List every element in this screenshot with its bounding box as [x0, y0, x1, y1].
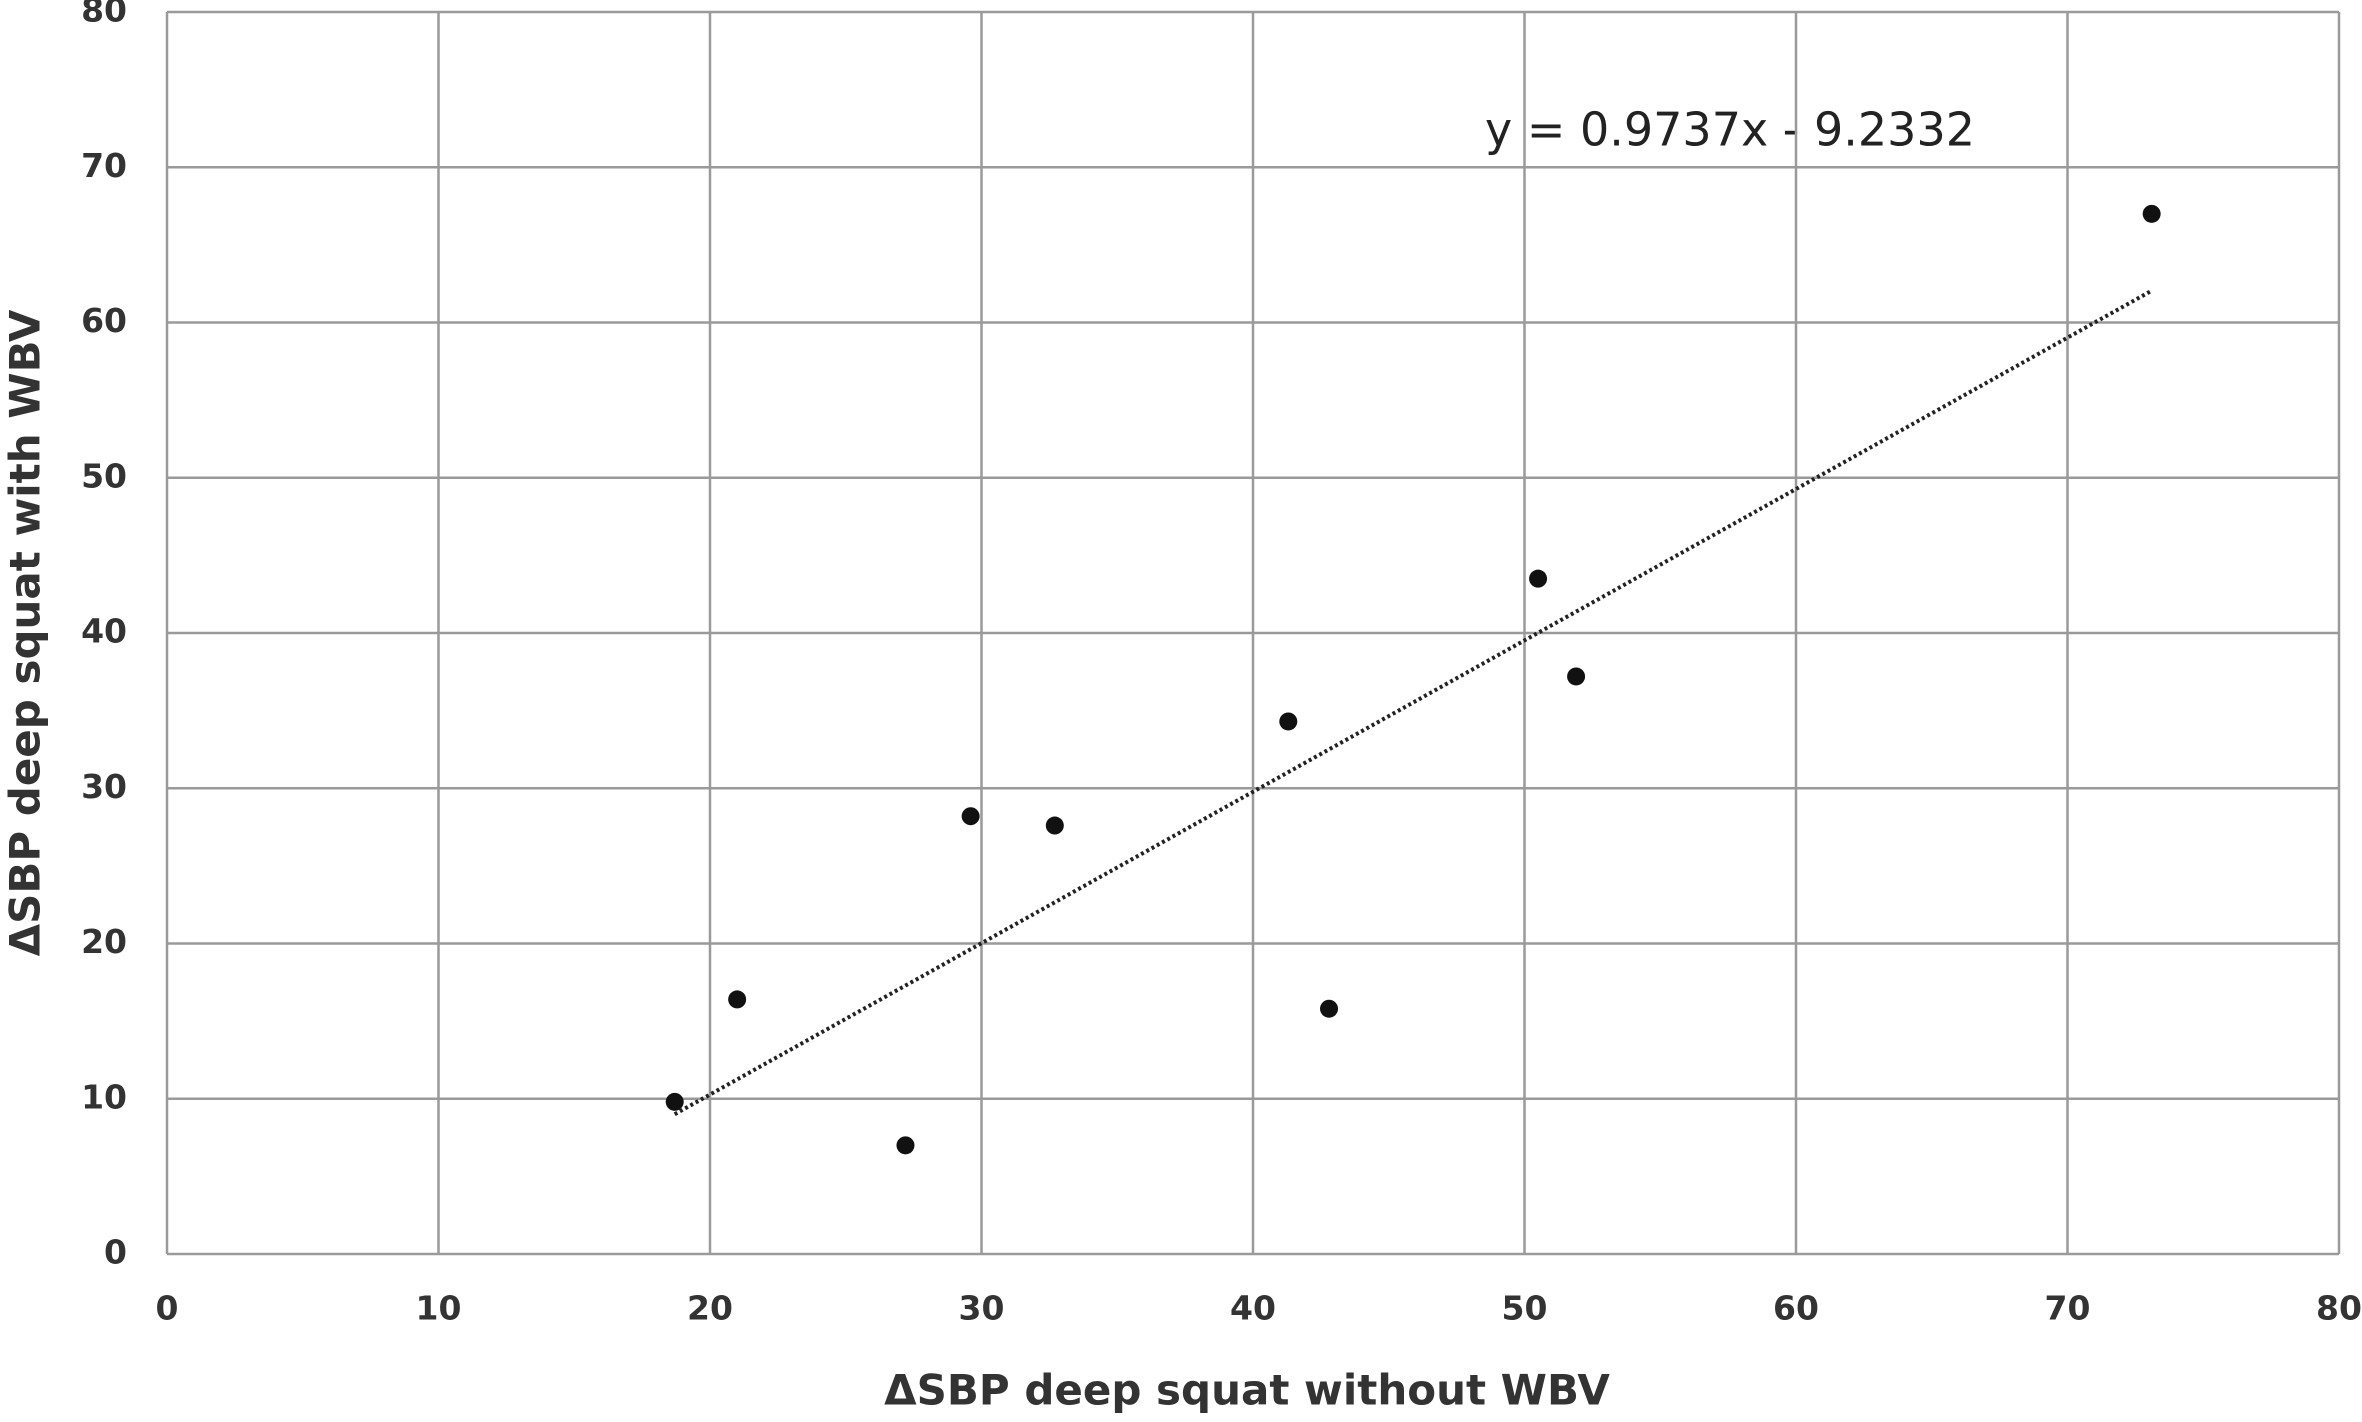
- data-point: [1045, 816, 1064, 835]
- data-point: [961, 807, 980, 826]
- y-tick-label: 70: [81, 146, 127, 185]
- x-tick-label: 40: [1230, 1289, 1276, 1328]
- x-tick-label: 10: [416, 1289, 462, 1328]
- data-point: [1279, 712, 1298, 731]
- y-tick-label: 50: [81, 456, 127, 495]
- x-axis-title: ΔSBP deep squat without WBV: [884, 1366, 1610, 1415]
- x-tick-label: 0: [156, 1289, 179, 1328]
- y-tick-label: 10: [81, 1077, 127, 1116]
- data-point: [665, 1092, 684, 1111]
- x-tick-label: 20: [687, 1289, 733, 1328]
- data-point: [1567, 667, 1586, 686]
- data-point: [896, 1136, 915, 1155]
- x-tick-label: 30: [959, 1289, 1005, 1328]
- y-tick-label: 40: [81, 612, 127, 651]
- y-tick-label: 30: [81, 767, 127, 806]
- x-tick-label: 70: [2045, 1289, 2091, 1328]
- x-tick-label: 50: [1502, 1289, 1548, 1328]
- y-tick-label: 0: [104, 1233, 127, 1272]
- x-tick-label: 60: [1773, 1289, 1819, 1328]
- trendline: [673, 288, 2153, 1116]
- y-tick-label: 60: [81, 301, 127, 340]
- y-tick-label: 20: [81, 922, 127, 961]
- x-tick-label: 80: [2316, 1289, 2362, 1328]
- data-point: [2142, 204, 2161, 223]
- y-tick-label: 80: [81, 0, 127, 30]
- data-point: [1320, 999, 1339, 1018]
- y-axis-title: ΔSBP deep squat with WBV: [1, 309, 50, 956]
- trendline-equation: y = 0.9737x - 9.2332: [1485, 103, 1975, 157]
- data-point: [728, 990, 747, 1009]
- data-point: [1529, 569, 1548, 588]
